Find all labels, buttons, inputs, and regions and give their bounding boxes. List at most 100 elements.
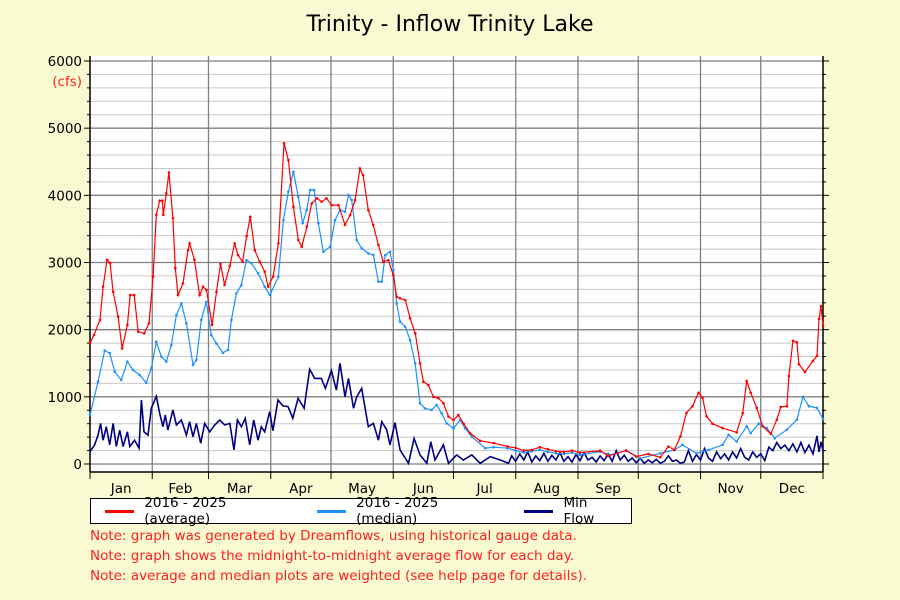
data-point-average	[292, 205, 295, 209]
data-point-average	[815, 354, 819, 358]
data-point-average	[803, 370, 807, 374]
data-point-median	[268, 293, 272, 297]
data-point-median	[301, 221, 304, 225]
data-point-average	[136, 330, 140, 333]
data-point-average	[111, 290, 115, 294]
y-tick-label: 0	[73, 457, 82, 473]
data-point-average	[132, 293, 136, 297]
x-tick-label: Dec	[779, 481, 805, 497]
data-point-median	[120, 378, 123, 382]
y-axis-unit: (cfs)	[52, 74, 82, 90]
data-point-median	[395, 302, 398, 305]
data-point-average	[522, 449, 526, 452]
data-point-average	[775, 418, 779, 421]
data-point-average	[381, 260, 385, 264]
data-point-average	[174, 266, 177, 270]
data-point-median	[317, 221, 320, 225]
data-point-median	[245, 258, 248, 262]
data-point-median	[226, 348, 230, 352]
data-point-average	[186, 248, 190, 252]
y-tick-label: 1000	[48, 390, 82, 406]
data-point-median	[277, 275, 280, 278]
data-point-average	[305, 225, 309, 228]
data-point-median	[440, 411, 443, 415]
legend-swatch-min	[524, 509, 554, 513]
data-point-average	[105, 258, 109, 262]
data-point-average	[422, 380, 425, 384]
data-point-median	[108, 351, 111, 355]
data-point-average	[398, 297, 402, 300]
data-point-median	[221, 351, 225, 355]
data-point-median	[380, 280, 384, 283]
data-point-median	[235, 292, 238, 295]
data-point-average	[562, 450, 566, 454]
data-point-average	[377, 243, 380, 247]
data-point-average	[154, 213, 158, 217]
data-point-average	[215, 290, 218, 294]
data-point-average	[151, 275, 155, 278]
data-point-average	[634, 455, 638, 458]
data-point-median	[681, 443, 684, 447]
data-point-average	[126, 323, 129, 327]
data-point-average	[176, 293, 180, 297]
data-point-average	[258, 260, 261, 264]
data-point-average	[554, 449, 558, 453]
data-point-average	[241, 260, 244, 264]
data-point-median	[215, 342, 218, 345]
data-point-median	[204, 300, 208, 304]
data-point-median	[514, 449, 518, 452]
data-point-average	[711, 422, 714, 426]
x-tick-label: Apr	[289, 481, 313, 497]
data-point-median	[801, 395, 805, 399]
data-point-median	[538, 448, 542, 452]
data-point-median	[773, 436, 777, 440]
data-point-median	[470, 435, 474, 439]
data-point-average	[171, 216, 175, 220]
data-point-median	[795, 418, 799, 421]
data-point-average	[116, 315, 120, 318]
data-point-average	[167, 171, 171, 174]
data-point-average	[343, 223, 347, 227]
data-point-median	[403, 325, 407, 328]
legend-swatch-average	[105, 509, 135, 513]
data-point-average	[315, 197, 319, 200]
data-point-median	[256, 271, 260, 275]
data-point-median	[154, 340, 158, 344]
data-point-average	[514, 446, 518, 450]
data-point-median	[287, 190, 290, 193]
data-point-median	[355, 238, 358, 242]
data-point-average	[198, 293, 201, 297]
data-point-median	[263, 285, 267, 288]
legend-swatch-median	[316, 509, 347, 513]
data-point-median	[392, 268, 395, 272]
data-point-average	[387, 258, 390, 262]
data-point-median	[113, 370, 117, 373]
data-point-average	[691, 404, 694, 408]
data-point-median	[815, 406, 819, 410]
data-point-average	[468, 432, 472, 435]
data-point-average	[160, 199, 164, 203]
data-point-median	[131, 368, 135, 372]
data-point-average	[320, 200, 324, 204]
legend: 2016 - 2025 (average) 2016 - 2025 (media…	[90, 495, 632, 527]
x-tick-label: Mar	[227, 481, 253, 497]
data-point-average	[685, 411, 688, 415]
data-point-median	[282, 218, 285, 222]
data-point-average	[310, 202, 314, 205]
data-point-average	[296, 238, 300, 242]
data-point-average	[358, 167, 362, 170]
data-point-average	[679, 435, 682, 438]
data-point-average	[236, 253, 240, 257]
data-point-median	[727, 433, 730, 437]
data-point-average	[228, 264, 232, 268]
data-point-median	[367, 252, 370, 255]
data-point-median	[185, 321, 188, 325]
data-point-median	[735, 440, 738, 443]
plot-area	[90, 56, 823, 472]
data-point-average	[271, 275, 275, 278]
data-point-median	[149, 366, 153, 370]
data-point-average	[205, 288, 208, 292]
data-point-average	[330, 203, 333, 207]
series-line-min-flow	[89, 363, 824, 466]
